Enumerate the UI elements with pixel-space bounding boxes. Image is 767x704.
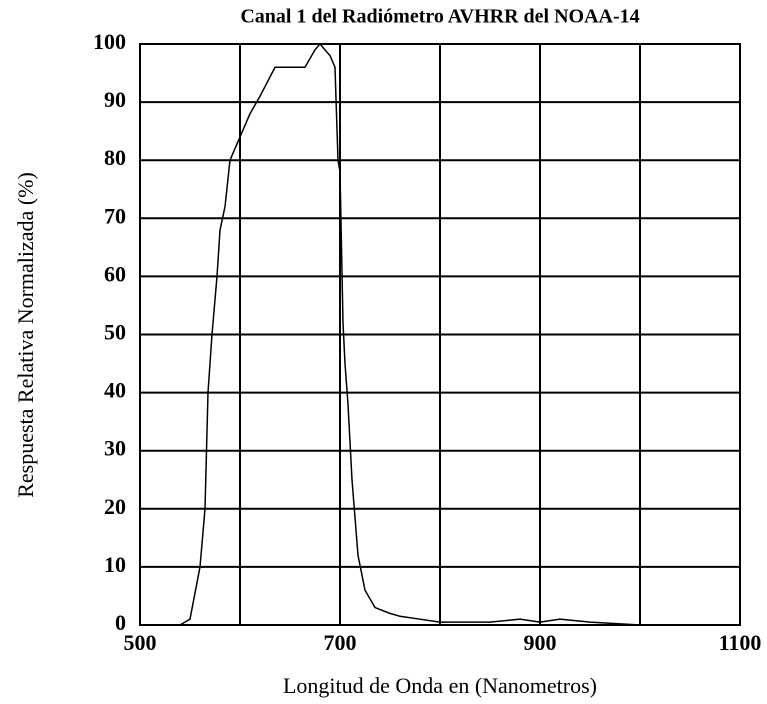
y-tick-label: 70: [104, 203, 126, 228]
x-axis-label: Longitud de Onda en (Nanometros): [283, 673, 597, 698]
y-tick-label: 60: [104, 261, 126, 286]
y-tick-label: 50: [104, 320, 126, 345]
data-line: [140, 42, 740, 626]
y-tick-label: 0: [115, 610, 126, 635]
y-tick-label: 20: [104, 494, 126, 519]
x-tick-label: 700: [324, 630, 357, 655]
x-tick-label: 1100: [719, 630, 762, 655]
y-tick-label: 10: [104, 552, 126, 577]
y-tick-label: 90: [104, 87, 126, 112]
x-tick-label: 500: [124, 630, 157, 655]
y-axis-label: Respuesta Relativa Normalizada (%): [13, 172, 38, 498]
y-tick-label: 30: [104, 436, 126, 461]
chart-title: Canal 1 del Radiómetro AVHRR del NOAA-14: [240, 6, 639, 28]
x-tick-label: 900: [524, 630, 557, 655]
y-tick-label: 100: [93, 29, 126, 54]
y-tick-label: 80: [104, 145, 126, 170]
y-tick-label: 40: [104, 378, 126, 403]
